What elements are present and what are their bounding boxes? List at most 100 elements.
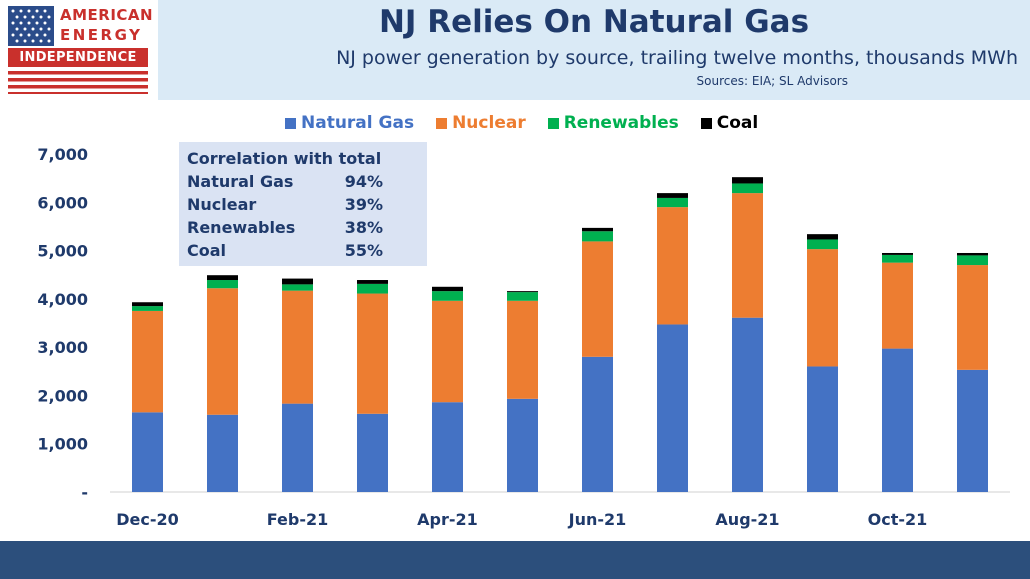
bar-segment-renewables: [882, 254, 913, 263]
bar-segment-nuclear: [882, 262, 913, 349]
bar-segment-natural-gas: [507, 398, 538, 492]
correlation-value: 38%: [344, 218, 383, 237]
legend-swatch: [547, 117, 559, 129]
y-tick-label: -: [81, 483, 88, 502]
x-tick-label: Feb-21: [267, 510, 329, 529]
x-tick-label: Jun-21: [568, 510, 627, 529]
legend-label: Renewables: [563, 113, 679, 133]
chart-legend: Natural Gas Nuclear Renewables Coal: [285, 112, 780, 134]
correlation-value: 55%: [344, 241, 383, 260]
bar-segment-coal: [207, 275, 238, 281]
x-tick-label: Dec-20: [116, 510, 179, 529]
bar-segment-coal: [657, 193, 688, 198]
logo: AMERICAN ENERGY INDEPENDENCE: [0, 0, 158, 100]
bar-segment-renewables: [507, 292, 538, 301]
legend-item-nuclear: Nuclear: [436, 113, 526, 133]
bar-segment-natural-gas: [732, 317, 763, 492]
logo-text-american: AMERICAN: [60, 6, 154, 24]
bar-segment-nuclear: [582, 241, 613, 357]
legend-label: Nuclear: [452, 113, 526, 133]
bar-segment-natural-gas: [582, 356, 613, 492]
bar-segment-renewables: [582, 231, 613, 242]
legend-swatch: [700, 117, 712, 129]
stacked-bar-chart: - 1,000 2,000 3,000 4,000 5,000 6,000 7,000 Dec-…: [37, 145, 1010, 529]
correlation-value: 39%: [344, 195, 383, 214]
flag-stripes-icon: [8, 70, 148, 94]
bar-segment-coal: [282, 278, 313, 285]
bar-segment-nuclear: [657, 207, 688, 325]
bar-segment-coal: [882, 252, 913, 255]
bar-segment-natural-gas: [357, 413, 388, 492]
bar-segment-renewables: [957, 255, 988, 266]
correlation-row-renewables: Renewables 38%: [187, 216, 419, 239]
y-tick-label: 7,000: [37, 145, 88, 164]
correlation-box: Correlation with total Natural Gas 94% N…: [179, 142, 427, 266]
bar-segment-natural-gas: [957, 369, 988, 492]
correlation-label: Natural Gas: [187, 172, 294, 191]
page-title: NJ Relies On Natural Gas: [378, 4, 810, 40]
legend-swatch: [436, 117, 448, 129]
correlation-value: 94%: [344, 172, 383, 191]
x-tick-label: Apr-21: [417, 510, 478, 529]
bar-segment-renewables: [282, 284, 313, 291]
bar-segment-nuclear: [207, 288, 238, 415]
y-tick-label: 1,000: [37, 435, 88, 454]
sources-note: Sources: EIA; SL Advisors: [696, 74, 848, 88]
legend-item-coal: Coal: [700, 113, 759, 133]
bar-segment-coal: [957, 252, 988, 256]
bar-segment-coal: [357, 280, 388, 284]
bar-segment-coal: [807, 234, 838, 240]
bar-segment-nuclear: [132, 310, 163, 413]
bar-segment-natural-gas: [132, 412, 163, 492]
x-tick-label: Aug-21: [715, 510, 779, 529]
bar-segment-natural-gas: [282, 403, 313, 492]
legend-item-renewables: Renewables: [547, 113, 679, 133]
logo-text-energy: ENERGY: [60, 26, 143, 44]
page-subtitle: NJ power generation by source, trailing …: [336, 47, 1018, 69]
bar-segment-nuclear: [807, 249, 838, 367]
y-tick-label: 3,000: [37, 338, 88, 357]
y-tick-label: 2,000: [37, 386, 88, 405]
y-tick-label: 6,000: [37, 193, 88, 212]
legend-label: Coal: [716, 113, 759, 133]
bar-segment-coal: [732, 177, 763, 184]
bar-segment-renewables: [207, 280, 238, 289]
bar-segment-nuclear: [507, 300, 538, 399]
legend-label: Natural Gas: [301, 113, 415, 133]
bar-segment-renewables: [732, 183, 763, 194]
bar-segment-natural-gas: [207, 414, 238, 492]
x-tick-label: Oct-21: [868, 510, 928, 529]
bar-segment-renewables: [432, 291, 463, 301]
bar-segment-coal: [432, 286, 463, 292]
bar-segment-natural-gas: [807, 366, 838, 492]
bar-segment-natural-gas: [882, 348, 913, 492]
bar-segment-renewables: [132, 306, 163, 311]
logo-text-independence: INDEPENDENCE: [8, 48, 148, 67]
bar-segment-nuclear: [732, 193, 763, 318]
bar-segment-natural-gas: [657, 324, 688, 492]
bar-segment-nuclear: [957, 265, 988, 370]
bar-segment-coal: [132, 302, 163, 307]
bar-segment-nuclear: [357, 293, 388, 414]
correlation-label: Renewables: [187, 218, 296, 237]
correlation-row-coal: Coal 55%: [187, 239, 419, 262]
correlation-label: Nuclear: [187, 195, 257, 214]
bar-segment-nuclear: [282, 290, 313, 404]
legend-swatch: [285, 117, 296, 129]
header-banner: AMERICAN ENERGY INDEPENDENCE NJ Relies O…: [0, 0, 1030, 100]
us-flag-icon: [8, 6, 54, 46]
bar-segment-natural-gas: [432, 402, 463, 492]
correlation-label: Coal: [187, 241, 227, 260]
bar-segment-renewables: [807, 239, 838, 250]
correlation-title: Correlation with total: [187, 149, 382, 168]
bar-segment-nuclear: [432, 300, 463, 403]
bar-segment-renewables: [357, 283, 388, 294]
correlation-row-natural-gas: Natural Gas 94%: [187, 170, 419, 193]
legend-item-natural-gas: Natural Gas: [285, 113, 414, 133]
correlation-row-nuclear: Nuclear 39%: [187, 193, 419, 216]
footer-bar: [0, 541, 1030, 579]
y-tick-label: 4,000: [37, 290, 88, 309]
y-tick-label: 5,000: [37, 242, 88, 261]
bar-segment-renewables: [657, 197, 688, 208]
bar-segment-coal: [507, 291, 538, 293]
